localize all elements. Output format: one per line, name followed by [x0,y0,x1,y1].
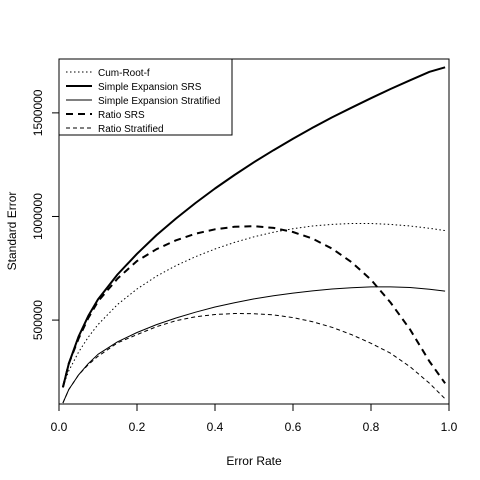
legend-label: Cum-Root-f [98,68,150,79]
x-tick-label: 0.4 [207,420,224,434]
legend-label: Simple Expansion Stratified [98,96,220,107]
legend: Cum-Root-f Simple Expansion SRS Simple Exp… [58,58,233,136]
y-tick-label: 1000000 [31,193,45,240]
series-line-2 [61,66,446,388]
y-axis: 500000 1000000 1500000 [31,89,60,340]
series-line-3 [62,286,446,404]
y-tick-label: 500000 [31,300,45,340]
series-line-5 [62,313,446,404]
y-axis-label: Standard Error [5,192,19,271]
legend-label: Ratio SRS [98,110,145,121]
y-tick-label: 1500000 [31,89,45,136]
legend-label: Ratio Stratified [98,124,164,135]
legend-label: Simple Expansion SRS [98,82,202,93]
legend-items: Cum-Root-f Simple Expansion SRS Simple Exp… [66,68,220,135]
x-axis: 0.0 0.2 0.4 0.6 0.8 1.0 [51,403,458,434]
x-tick-label: 1.0 [441,420,458,434]
x-tick-label: 0.8 [363,420,380,434]
series-layer [61,66,446,404]
x-axis-label: Error Rate [226,454,282,468]
x-tick-label: 0.6 [285,420,302,434]
series-line-1 [62,223,446,387]
x-tick-label: 0.0 [51,420,68,434]
series-line-4 [61,225,446,388]
x-tick-label: 0.2 [129,420,146,434]
legend-box [58,58,233,136]
